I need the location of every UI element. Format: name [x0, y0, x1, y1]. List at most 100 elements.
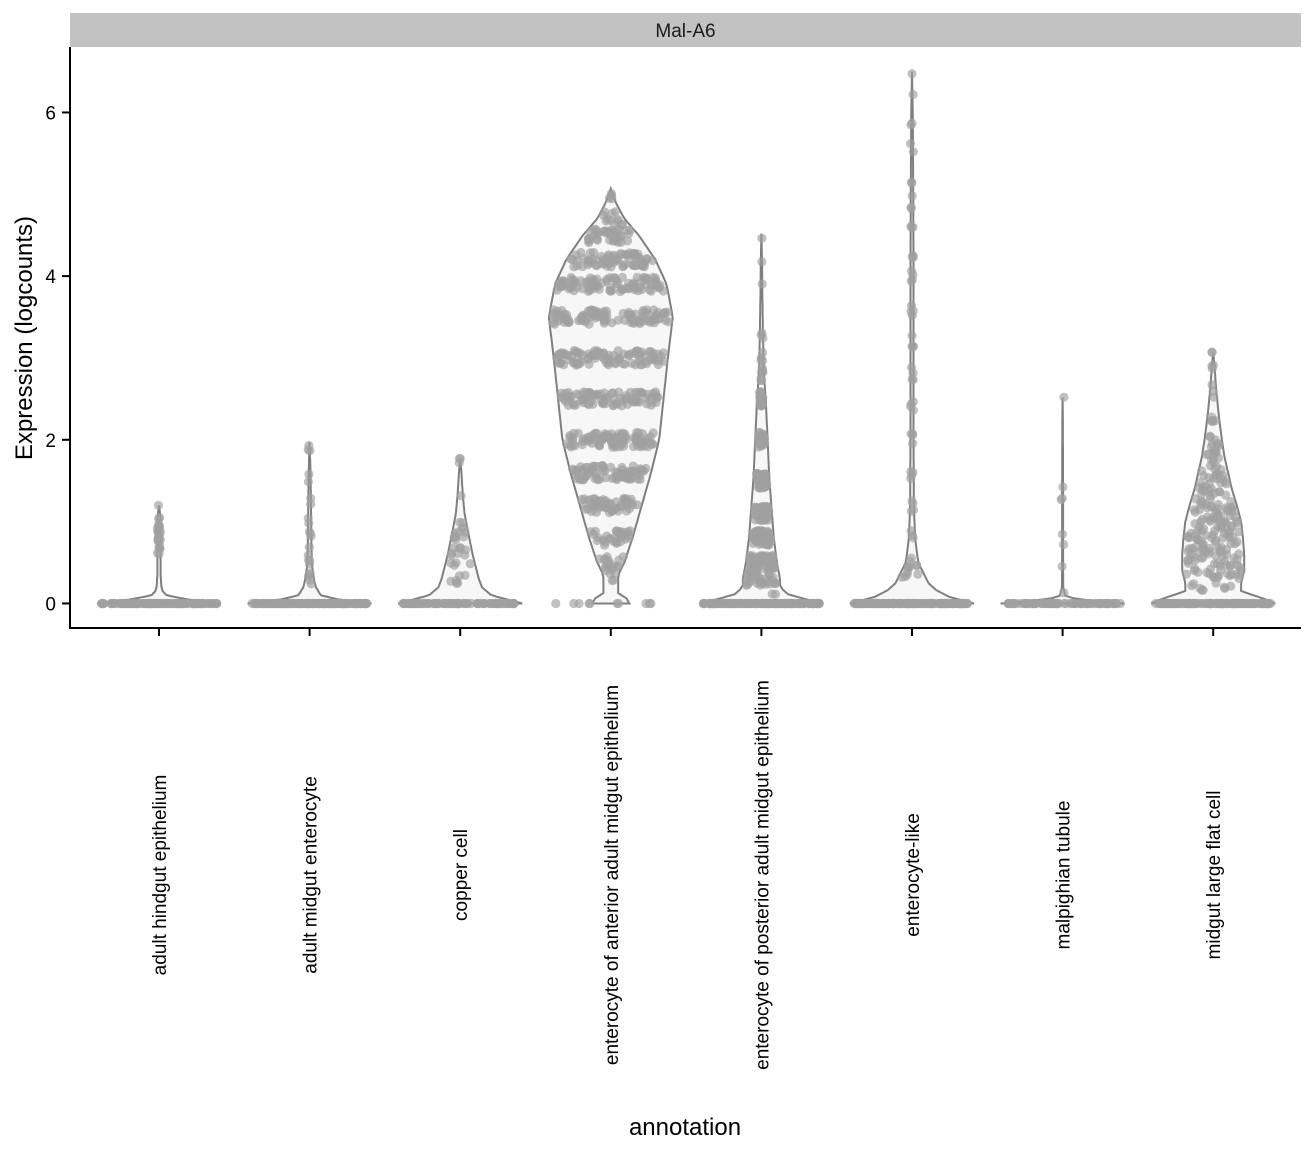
data-point — [593, 503, 604, 513]
data-point — [554, 349, 564, 359]
data-point — [1168, 598, 1178, 609]
data-point — [617, 471, 627, 482]
data-point — [586, 227, 596, 237]
data-point — [1223, 569, 1233, 579]
data-point — [578, 261, 588, 272]
data-point — [908, 342, 919, 352]
data-point — [939, 598, 949, 609]
data-point — [614, 598, 624, 609]
data-point — [631, 251, 641, 261]
data-point — [584, 598, 594, 609]
data-point — [1042, 598, 1052, 609]
data-point — [493, 598, 503, 609]
data-point — [576, 247, 586, 258]
data-point — [613, 346, 623, 356]
data-point — [586, 495, 596, 505]
data-point — [1104, 598, 1114, 609]
data-point — [1059, 598, 1069, 609]
data-point — [1207, 380, 1217, 390]
data-point — [1193, 598, 1203, 609]
x-tick-label-group: enterocyte-like — [903, 813, 924, 937]
data-point — [303, 477, 313, 487]
data-point — [609, 536, 619, 546]
data-point — [1193, 567, 1203, 577]
data-point — [617, 462, 627, 473]
x-tick-label: enterocyte-like — [903, 813, 924, 937]
data-point — [906, 203, 916, 213]
data-point — [1057, 529, 1067, 539]
data-point — [763, 540, 773, 550]
data-point — [637, 313, 647, 323]
data-point — [638, 306, 648, 316]
data-point — [753, 563, 763, 573]
data-point — [611, 526, 622, 536]
data-point — [609, 257, 620, 267]
data-point — [584, 236, 594, 246]
data-point — [579, 475, 589, 485]
data-point — [1075, 598, 1085, 609]
data-point — [604, 226, 614, 236]
data-point — [722, 598, 732, 609]
data-point — [614, 429, 624, 439]
data-point — [908, 438, 918, 448]
data-point — [617, 220, 627, 230]
x-tick-label-group: midgut large flat cell — [1204, 791, 1225, 960]
data-point — [907, 69, 917, 79]
data-point — [907, 310, 917, 320]
data-point — [611, 398, 621, 409]
data-point — [607, 429, 617, 439]
data-point — [455, 517, 465, 528]
data-point — [360, 598, 370, 609]
data-point — [600, 207, 610, 217]
x-tick-label: malpighian tubule — [1054, 801, 1075, 950]
data-point — [589, 529, 599, 539]
data-point — [591, 468, 601, 478]
data-point — [624, 473, 634, 483]
data-point — [570, 441, 580, 451]
data-point — [749, 530, 759, 541]
data-point — [1197, 466, 1207, 476]
data-point — [550, 315, 560, 325]
data-point — [869, 598, 879, 609]
data-point — [809, 598, 819, 609]
data-point — [607, 208, 617, 219]
data-point — [627, 358, 637, 368]
data-point — [1214, 439, 1224, 449]
data-point — [1183, 556, 1193, 566]
data-point — [646, 400, 656, 410]
data-point — [1198, 585, 1208, 595]
data-point — [304, 469, 314, 479]
data-point — [908, 90, 918, 100]
data-point — [618, 435, 628, 446]
data-point — [887, 598, 897, 609]
data-point — [574, 390, 585, 400]
data-point — [908, 429, 918, 439]
x-axis-title: annotation — [629, 1114, 741, 1141]
data-point — [303, 550, 313, 560]
data-point — [1059, 539, 1069, 550]
data-point — [595, 441, 605, 451]
data-point — [757, 279, 767, 289]
data-point — [631, 346, 641, 356]
data-point — [907, 496, 917, 506]
data-point — [629, 318, 639, 328]
x-tick-label: adult midgut enterocyte — [301, 776, 322, 974]
data-point — [908, 467, 918, 478]
data-point — [1198, 524, 1209, 534]
data-point — [906, 401, 916, 411]
data-point — [178, 598, 188, 609]
data-point — [624, 350, 634, 360]
data-point — [757, 257, 767, 267]
facet-title: Mal-A6 — [655, 21, 715, 42]
data-point — [1220, 582, 1230, 592]
data-point — [1082, 598, 1092, 609]
data-point — [1218, 474, 1228, 484]
data-point — [618, 552, 628, 562]
x-tick-label: enterocyte of anterior adult midgut epit… — [602, 685, 623, 1065]
y-axis-title: Expression (logcounts) — [11, 216, 38, 460]
data-point — [907, 178, 917, 188]
data-point — [306, 493, 316, 503]
data-point — [913, 569, 923, 579]
data-point — [559, 394, 570, 405]
data-point — [618, 262, 628, 272]
